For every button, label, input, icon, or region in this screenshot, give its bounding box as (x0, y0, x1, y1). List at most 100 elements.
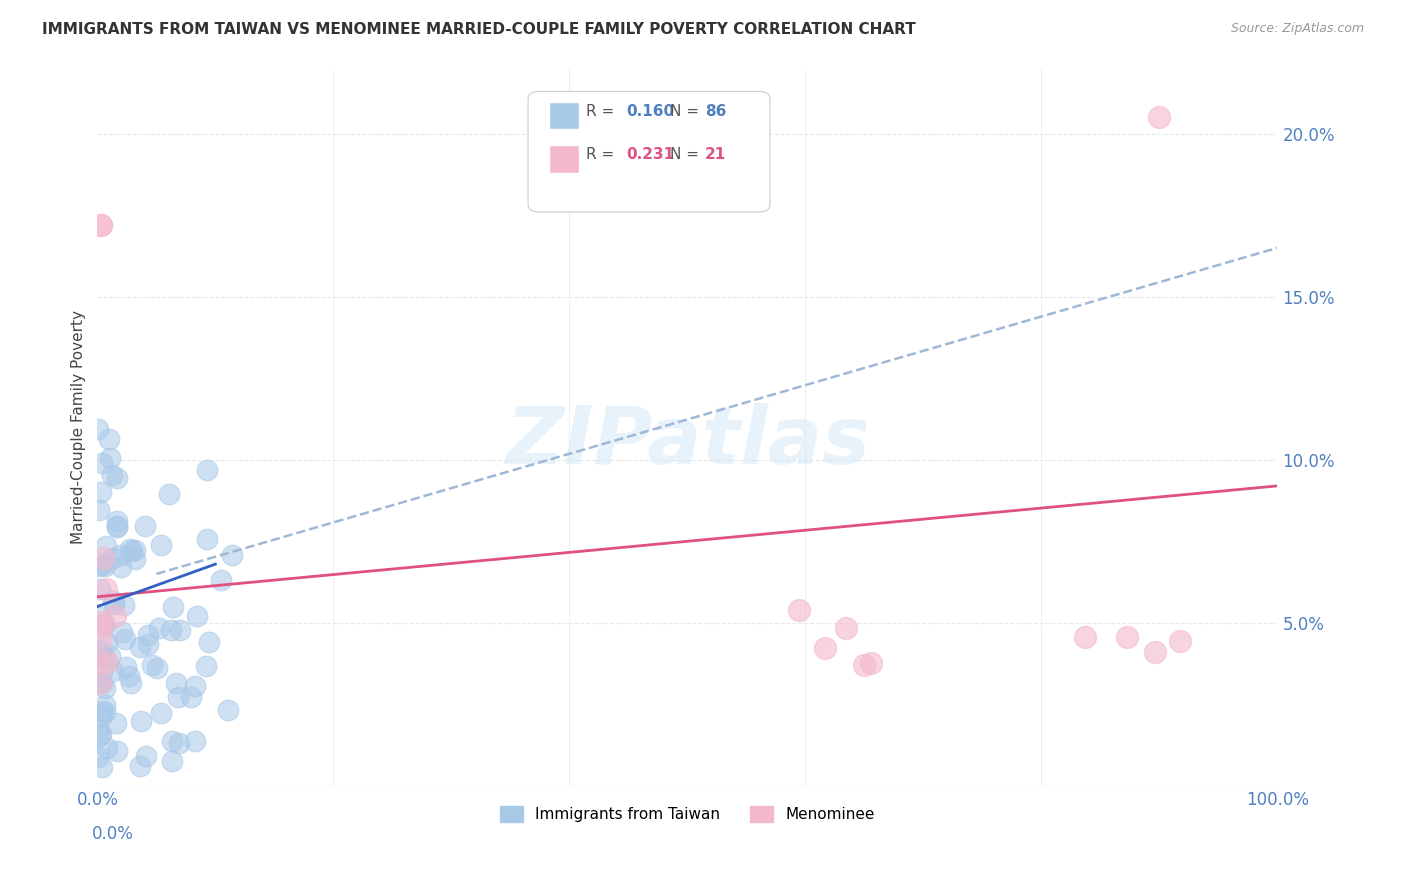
FancyBboxPatch shape (550, 145, 579, 172)
Point (87, 422, 110, 436)
Point (98, 432, 121, 446)
Point (91, 664, 114, 678)
Point (112, 598, 135, 612)
Point (787, 603, 810, 617)
Point (157, 487, 180, 501)
Text: R =: R = (586, 104, 619, 119)
Point (217, 703, 239, 717)
Point (120, 676, 142, 690)
Legend: Immigrants from Taiwan, Menominee: Immigrants from Taiwan, Menominee (494, 800, 882, 829)
Point (90, 759, 112, 773)
Point (101, 664, 124, 678)
Point (121, 544, 143, 558)
Point (104, 609, 127, 624)
Point (186, 609, 208, 624)
Point (87, 674, 110, 689)
Point (91, 456, 114, 470)
Point (90, 708, 112, 723)
Point (90, 615, 112, 629)
Point (90, 485, 112, 500)
Point (89, 676, 111, 690)
Point (148, 621, 170, 635)
Point (1149, 111, 1171, 125)
Point (195, 659, 218, 673)
Point (180, 690, 202, 704)
Point (141, 657, 163, 672)
Point (195, 463, 218, 477)
Point (98, 451, 121, 466)
Point (90, 218, 112, 232)
Point (138, 637, 160, 651)
Point (146, 661, 169, 675)
Point (118, 541, 141, 556)
Text: IMMIGRANTS FROM TAIWAN VS MENOMINEE MARRIED-COUPLE FAMILY POVERTY CORRELATION CH: IMMIGRANTS FROM TAIWAN VS MENOMINEE MARR… (42, 22, 915, 37)
Point (91, 550, 114, 565)
Point (150, 706, 173, 721)
Point (814, 640, 837, 655)
Point (87, 502, 110, 516)
Point (1168, 634, 1191, 648)
Y-axis label: Married-Couple Family Poverty: Married-Couple Family Poverty (72, 310, 86, 544)
Point (209, 573, 232, 587)
Point (835, 621, 858, 635)
Point (129, 759, 152, 773)
Point (110, 560, 132, 574)
Text: N =: N = (669, 147, 703, 162)
Point (89, 730, 111, 744)
Point (96, 740, 118, 755)
Point (87, 722, 110, 736)
Point (166, 690, 188, 704)
Point (94, 539, 117, 553)
Point (93, 617, 115, 632)
Point (184, 679, 207, 693)
Point (169, 624, 191, 638)
Text: 0.160: 0.160 (626, 104, 673, 119)
Point (91, 558, 114, 572)
Point (87, 750, 110, 764)
Point (105, 744, 128, 758)
Text: R =: R = (586, 147, 619, 162)
Point (89, 559, 111, 574)
Point (103, 597, 125, 611)
Point (90, 218, 112, 232)
Point (90, 705, 112, 719)
Point (118, 669, 141, 683)
Point (105, 471, 128, 485)
Point (90, 727, 112, 741)
Text: N =: N = (669, 104, 703, 119)
Point (98, 649, 121, 664)
Point (87, 655, 110, 669)
Point (162, 599, 184, 614)
Point (129, 640, 152, 655)
Point (124, 552, 146, 566)
Point (93, 559, 115, 574)
Point (129, 714, 152, 728)
Point (87, 610, 110, 624)
Point (94, 681, 117, 695)
Point (165, 675, 187, 690)
Point (96, 636, 118, 650)
Point (115, 660, 138, 674)
Point (101, 551, 124, 566)
Point (89, 582, 111, 596)
Point (184, 734, 207, 748)
Point (107, 519, 129, 533)
Point (96, 655, 118, 669)
Text: ZIPatlas: ZIPatlas (505, 402, 870, 481)
Point (195, 532, 218, 546)
FancyBboxPatch shape (550, 103, 579, 129)
Point (90, 619, 112, 633)
Text: 86: 86 (704, 104, 727, 119)
Point (134, 519, 156, 533)
FancyBboxPatch shape (529, 92, 770, 212)
Text: 0.231: 0.231 (626, 147, 673, 162)
Point (138, 627, 160, 641)
Point (149, 538, 172, 552)
Point (167, 736, 190, 750)
Point (96, 582, 118, 596)
Point (90, 643, 112, 657)
Point (110, 548, 132, 562)
Point (860, 656, 883, 670)
Point (160, 754, 183, 768)
Point (90, 676, 112, 690)
